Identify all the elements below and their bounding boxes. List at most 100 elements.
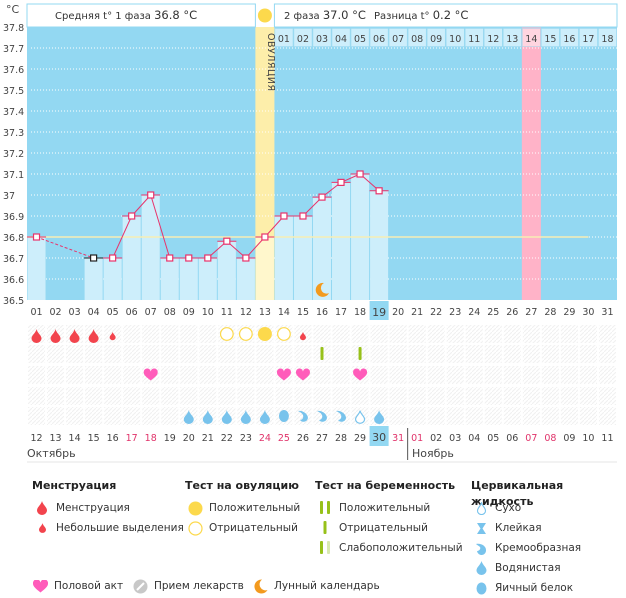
luteal-day-label: 18 [601,34,613,45]
temperature-point [318,193,326,201]
legend-item-ovulation-positive: Положительный [185,498,300,518]
cycle-day-label: 09 [183,307,195,318]
legend-item-egg-white: Яичный белок [471,578,626,598]
temperature-point [128,212,136,220]
cycle-day-label: 08 [164,307,176,318]
luteal-day-cell [445,28,465,47]
marker-cell [237,366,255,384]
cycle-day-label: 31 [601,307,613,318]
heart-icon [276,368,291,381]
marker-cell [104,345,122,363]
marker-cell [218,387,236,405]
temperature-point [204,254,212,262]
temperature-point [109,254,117,262]
temperature-point [185,254,193,262]
phase2-header-box [273,3,618,28]
luteal-day-cell [598,28,617,47]
legend-label: Половой акт [54,580,124,592]
marker-cell [66,407,84,425]
phase2-value: 37.0 °C [323,8,366,22]
marker-cell [503,345,521,363]
temperature-point [90,254,98,262]
cycle-day-label: 22 [430,307,442,318]
cycle-day-label: 07 [145,307,157,318]
luteal-day-label: 09 [430,34,442,45]
marker-cell [28,366,46,384]
marker-cell [256,345,274,363]
marker-cell [522,366,540,384]
marker-cell [199,366,217,384]
marker-cell [313,325,331,343]
marker-cell [66,387,84,405]
marker-cell [370,345,388,363]
watery-drop-icon [374,410,385,424]
calendar-date-label: 12 [30,433,42,444]
cycle-day-label: 19 [372,306,386,319]
marker-cell [560,407,578,425]
phase1-header-box [26,3,256,28]
y-tick-label: 36.9 [3,212,24,223]
calendar-date-label: 23 [240,433,252,444]
marker-cell [446,387,464,405]
luteal-day-label: 14 [525,34,537,45]
legend-item-watery: Водянистая [471,558,626,578]
luteal-day-cell [350,28,370,47]
marker-cell [484,325,502,343]
ovulation-test-negative-icon [219,327,234,341]
legend-title-cervical-fluid: Цервикальная жидкость [471,479,564,508]
temperature-bar [236,258,255,300]
marker-cell [484,366,502,384]
temperature-bar [312,197,332,300]
marker-cell [446,345,464,363]
luteal-day-cell [388,28,408,47]
temperature-point [299,212,307,220]
luteal-day-cell [274,28,294,47]
luteal-day-label: 17 [582,34,594,45]
marker-cell [408,345,426,363]
calendar-date-label: 15 [88,433,100,444]
temperature-line-segment [112,215,133,259]
temperature-bar [370,190,389,300]
pregnancy-test-negative-icon [320,347,324,360]
marker-cell [503,366,521,384]
marker-cell [104,387,122,405]
calendar-date-label: 24 [259,433,271,444]
luteal-day-cell [579,28,598,47]
marker-cell [123,325,141,343]
cycle-day-label: 27 [525,307,537,318]
cycle-day-label: 05 [107,307,119,318]
luteal-day-label: 04 [335,34,347,45]
marker-cell [123,345,141,363]
cycle-day-label: 26 [506,307,518,318]
y-tick-label: 36.6 [3,275,24,286]
cycle-day-label: 13 [259,307,271,318]
calendar-date-label: 16 [107,433,119,444]
calendar-date-label: 25 [278,433,290,444]
y-tick-label: 37.7 [3,44,24,55]
marker-cell [446,325,464,343]
marker-cell [389,407,407,425]
marker-cell [218,366,236,384]
watery-drop-icon [240,410,251,424]
temperature-bar [217,241,236,300]
marker-cell [427,407,445,425]
cycle-day-label: 29 [563,307,575,318]
legend-title-menstruation: Менструация [32,479,117,492]
marker-cell [560,345,578,363]
marker-cell [465,345,483,363]
temperature-point [147,191,155,199]
marker-cell [503,387,521,405]
marker-cell [294,407,312,425]
marker-cell [598,366,616,384]
cycle-day-label: 12 [240,307,252,318]
luteal-day-label: 01 [278,34,290,45]
bbt-chart: 37.8 37.7 37.6 37.5 37.4 37.3 37.2 37.1 37 36.9 36… [3,3,618,463]
spotting-drop-icon [299,331,306,341]
marker-cell [180,366,198,384]
luteal-day-label: 05 [354,34,366,45]
heart-icon [295,368,311,381]
cycle-day-label: 17 [335,307,347,318]
phase1-value: 36.8 °C [154,8,197,22]
marker-cell [541,387,559,405]
luteal-day-label: 13 [506,34,518,45]
